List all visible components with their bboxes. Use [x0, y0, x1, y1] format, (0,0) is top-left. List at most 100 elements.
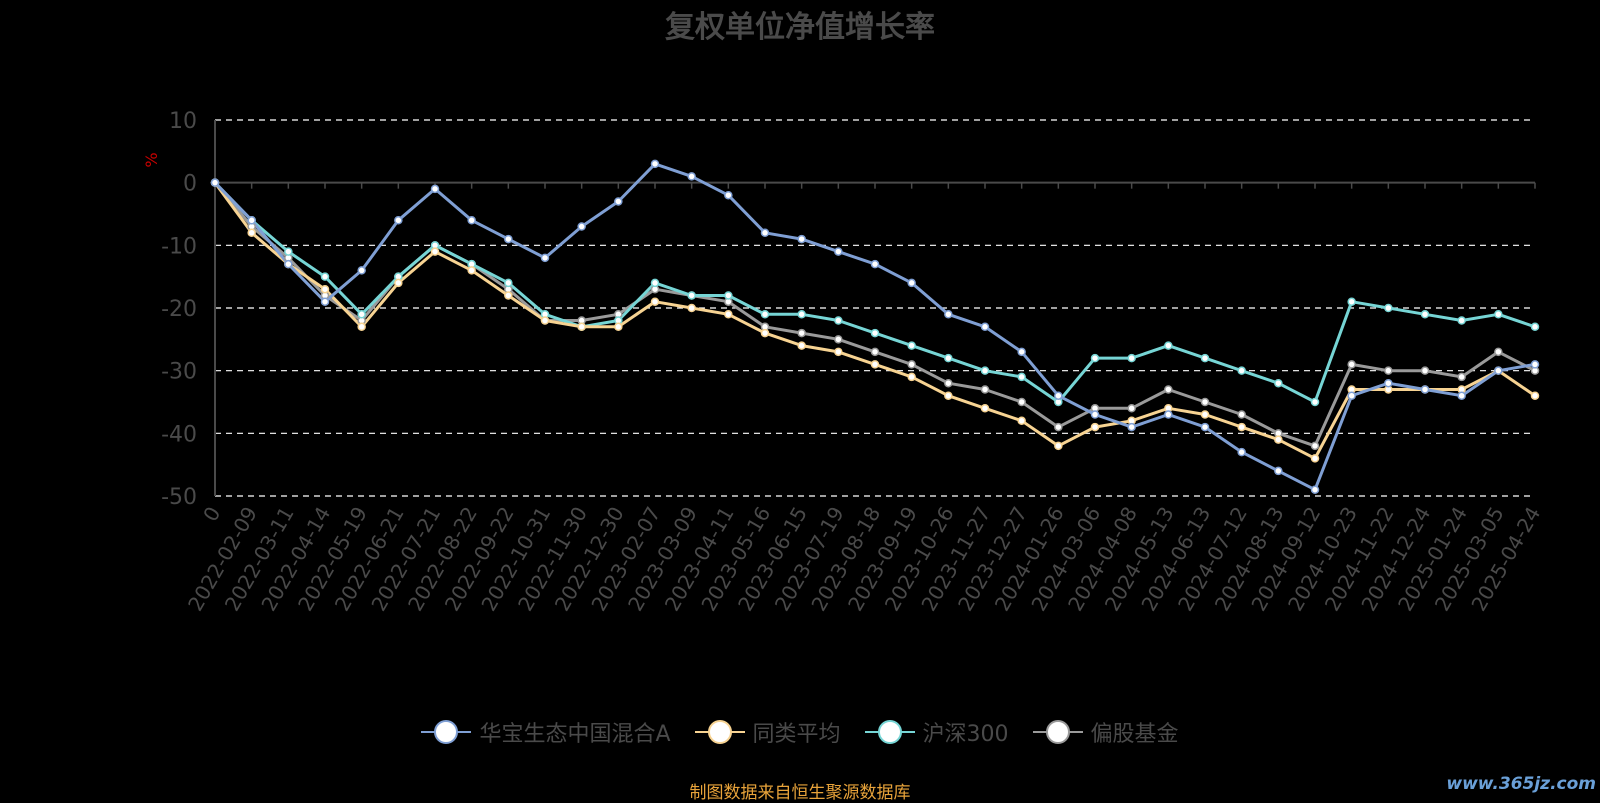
data-point — [687, 172, 696, 181]
chart-title: 复权单位净值增长率 — [665, 10, 935, 45]
legend-item[interactable]: 华宝生态中国混合A — [421, 716, 671, 748]
data-point — [284, 247, 293, 256]
data-point — [357, 310, 366, 319]
series-line — [213, 181, 1536, 404]
data-point — [944, 391, 953, 400]
data-point — [834, 247, 843, 256]
data-point — [320, 272, 330, 281]
data-point — [504, 291, 513, 300]
data-point — [1054, 422, 1063, 432]
data-point — [504, 278, 513, 288]
data-point — [1310, 441, 1320, 451]
legend-label: 同类平均 — [752, 722, 841, 747]
data-point — [1494, 347, 1503, 357]
legend-item[interactable]: 偏股基金 — [1032, 716, 1179, 748]
legend: 华宝生态中国混合A 同类平均 沪深300 偏股基金 — [0, 716, 1600, 748]
legend-item[interactable]: 同类平均 — [694, 716, 841, 748]
data-point — [1274, 435, 1283, 444]
data-point — [430, 247, 440, 256]
data-point — [1090, 353, 1100, 363]
data-point — [1237, 410, 1246, 419]
data-point — [577, 322, 586, 332]
data-point — [614, 197, 623, 206]
data-point — [980, 322, 990, 332]
data-point — [1494, 366, 1503, 375]
data-point — [834, 347, 843, 357]
data-point — [724, 310, 733, 319]
data-point — [1164, 410, 1173, 419]
data-point — [1384, 366, 1393, 375]
data-point — [357, 266, 366, 275]
axis-layer: 100-10-20-30-40-5002022-02-092022-03-112… — [161, 109, 1545, 615]
data-point — [724, 190, 733, 200]
data-point — [944, 353, 953, 363]
data-point — [687, 291, 696, 300]
data-point — [504, 234, 513, 244]
data-point — [210, 178, 220, 187]
data-point — [1017, 416, 1026, 426]
legend-label: 偏股基金 — [1090, 722, 1179, 747]
series-layer — [213, 162, 1536, 492]
data-point — [467, 216, 476, 225]
data-point — [944, 378, 953, 388]
legend-swatch — [421, 718, 472, 746]
data-point — [1310, 485, 1320, 494]
data-point — [1164, 385, 1173, 394]
data-point — [834, 316, 843, 325]
data-point — [430, 184, 440, 194]
data-point — [650, 278, 660, 288]
data-point — [1457, 372, 1466, 382]
data-point — [1237, 366, 1246, 375]
legend-swatch — [694, 718, 745, 746]
data-point — [1384, 378, 1393, 388]
data-point — [1237, 422, 1246, 432]
data-point — [980, 366, 990, 375]
data-point — [1237, 447, 1246, 457]
data-point — [1530, 360, 1540, 369]
legend-label: 华宝生态中国混合A — [479, 722, 671, 747]
data-point — [760, 328, 770, 338]
y-tick-label: -30 — [161, 360, 197, 385]
data-point — [1127, 353, 1136, 363]
y-tick-label: -20 — [161, 297, 197, 322]
data-point — [1310, 454, 1320, 463]
data-point — [247, 216, 256, 225]
data-point — [357, 322, 366, 332]
grid-layer — [215, 119, 1535, 497]
data-point — [797, 328, 806, 338]
data-point — [1090, 410, 1100, 419]
data-point — [1090, 422, 1100, 432]
data-point — [614, 322, 623, 332]
data-point — [1200, 422, 1210, 432]
y-tick-label: -10 — [161, 234, 197, 259]
data-point — [650, 159, 660, 169]
source-note: 制图数据来自恒生聚源数据库 — [689, 783, 911, 803]
data-point — [1017, 372, 1026, 382]
data-point — [870, 360, 880, 369]
data-point — [760, 228, 770, 238]
data-point — [1457, 316, 1466, 325]
data-point — [467, 266, 476, 275]
legend-label: 沪深300 — [922, 722, 1009, 747]
data-point — [1127, 404, 1136, 413]
legend-item[interactable]: 沪深300 — [864, 716, 1009, 748]
data-point — [944, 310, 953, 319]
data-point — [1347, 360, 1356, 369]
data-point — [394, 278, 403, 288]
data-point — [1530, 322, 1540, 332]
data-point — [284, 259, 293, 269]
data-point — [1017, 347, 1026, 357]
data-point — [1384, 303, 1393, 313]
data-point — [1017, 397, 1026, 407]
data-point — [907, 372, 916, 382]
data-point — [1200, 397, 1210, 407]
data-point — [907, 278, 916, 288]
data-point — [797, 310, 806, 319]
data-point — [980, 404, 990, 413]
y-axis-label: % — [142, 152, 161, 167]
series-line — [213, 162, 1536, 492]
data-point — [724, 291, 733, 300]
data-point — [1530, 391, 1540, 400]
data-point — [320, 297, 330, 306]
